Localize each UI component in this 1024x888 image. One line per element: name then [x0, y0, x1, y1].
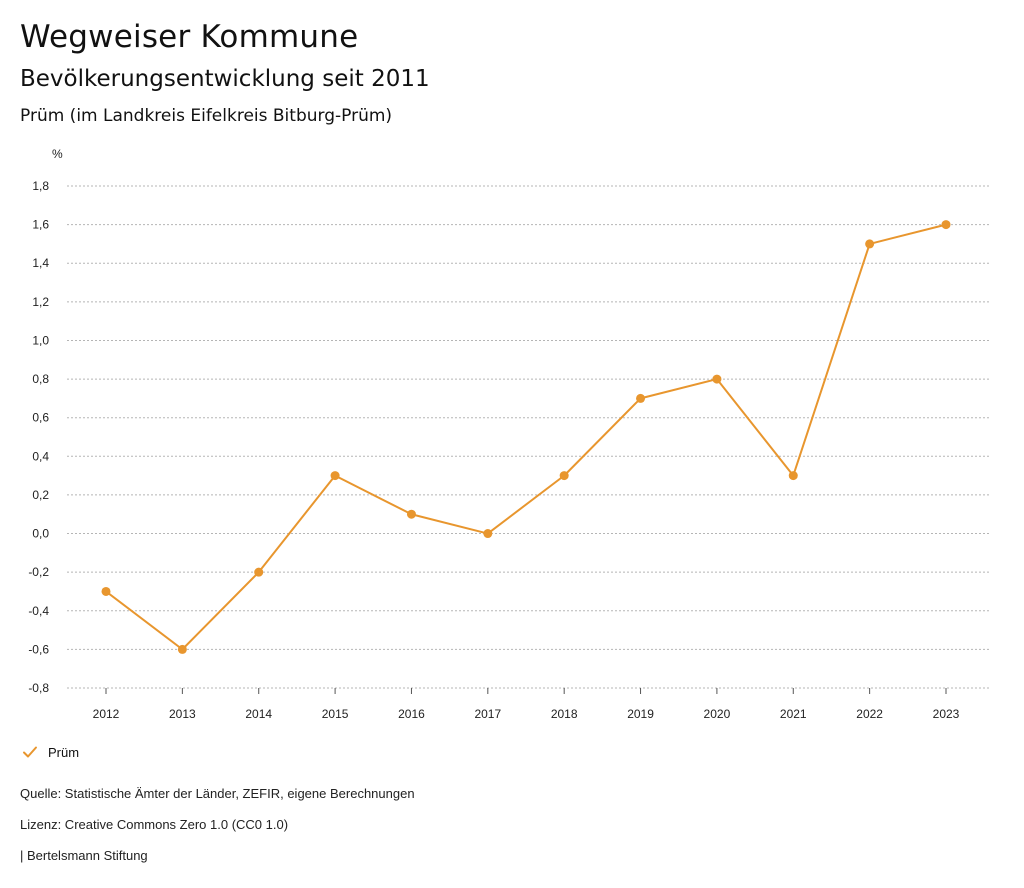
grid-lines [67, 185, 990, 689]
x-tick-label: 2023 [933, 707, 960, 721]
x-tick-label: 2014 [245, 707, 272, 721]
y-tick-label: 0,0 [32, 527, 49, 541]
data-point[interactable] [330, 471, 340, 481]
y-tick-label: -0,6 [28, 642, 49, 656]
x-tick-label: 2016 [398, 707, 425, 721]
y-tick-label: -0,4 [28, 604, 49, 618]
credit-note: | Bertelsmann Stiftung [20, 848, 148, 863]
data-point[interactable] [483, 529, 493, 539]
y-tick-label: 1,6 [32, 218, 49, 232]
page-title: Wegweiser Kommune [20, 19, 359, 55]
data-point[interactable] [788, 471, 798, 481]
y-tick-label: 1,4 [32, 256, 49, 270]
x-tick-label: 2021 [780, 707, 807, 721]
y-tick-label: 0,2 [32, 488, 49, 502]
data-point[interactable] [254, 567, 264, 577]
data-point[interactable] [406, 509, 416, 519]
x-tick-label: 2015 [322, 707, 349, 721]
x-tick-label: 2017 [474, 707, 501, 721]
y-tick-label: 0,6 [32, 411, 49, 425]
data-point[interactable] [177, 644, 187, 654]
y-tick-label: -0,8 [28, 681, 49, 695]
series-line-prüm [105, 223, 947, 651]
series-layer [101, 220, 951, 654]
data-point[interactable] [865, 239, 875, 249]
y-axis-ticks: -0,8 -0,6 -0,4 -0,2 0,0 0,2 0,4 0,6 0,8 1,0 1,2 1,4… [28, 179, 49, 695]
y-tick-label: 0,8 [32, 372, 49, 386]
y-tick-label: 1,2 [32, 295, 49, 309]
data-point[interactable] [941, 220, 951, 230]
source-note: Quelle: Statistische Ämter der Länder, Z… [20, 786, 415, 801]
y-tick-label: 0,4 [32, 449, 49, 463]
x-tick-label: 2022 [856, 707, 883, 721]
check-icon [23, 746, 37, 758]
data-point[interactable] [101, 586, 111, 596]
x-tick-label: 2013 [169, 707, 196, 721]
y-axis-unit-label: % [52, 147, 63, 161]
data-point[interactable] [712, 374, 722, 384]
chart-subtitle: Bevölkerungsentwicklung seit 2011 [20, 66, 430, 92]
x-axis-ticks: 2012 2013 2014 2015 2016 2017 2018 2019 2020 2021… [93, 688, 960, 721]
y-tick-label: -0,2 [28, 565, 49, 579]
x-tick-label: 2019 [627, 707, 654, 721]
license-note: Lizenz: Creative Commons Zero 1.0 (CC0 1… [20, 817, 289, 832]
legend[interactable]: Prüm [22, 744, 79, 760]
x-tick-label: 2012 [93, 707, 120, 721]
data-point[interactable] [636, 393, 646, 403]
legend-label: Prüm [48, 744, 80, 760]
x-tick-label: 2018 [551, 707, 578, 721]
x-tick-label: 2020 [704, 707, 731, 721]
line-chart: -0,8 -0,6 -0,4 -0,2 0,0 0,2 0,4 0,6 0,8 1,0 1,2 1,4… [28, 147, 990, 721]
y-tick-label: 1,0 [32, 333, 49, 347]
data-point[interactable] [559, 471, 569, 481]
region-label: Prüm (im Landkreis Eifelkreis Bitburg-Pr… [20, 106, 393, 126]
y-tick-label: 1,8 [32, 179, 49, 193]
